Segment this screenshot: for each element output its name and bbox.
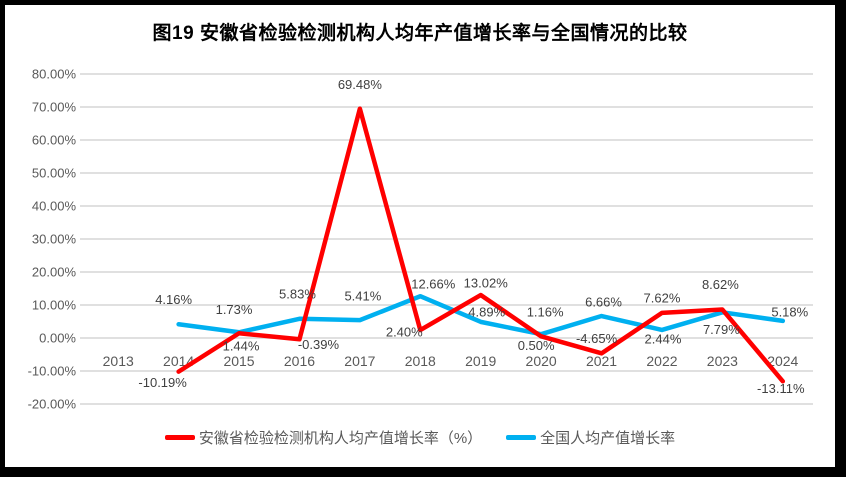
x-axis-label: 2024 — [767, 353, 798, 369]
legend-swatch-national — [506, 435, 537, 440]
y-axis-label: 80.00% — [32, 67, 77, 82]
y-axis-label: 20.00% — [32, 265, 77, 280]
y-axis-label: 30.00% — [32, 232, 77, 247]
data-label: 1.44% — [223, 339, 260, 354]
x-axis-label: 2019 — [465, 353, 496, 369]
data-label: 0.50% — [518, 338, 555, 353]
line-chart: 80.00% 70.00% 60.00% 50.00% 40.00% 30.00% 20.0… — [28, 67, 813, 412]
x-axis-label: 2021 — [586, 353, 617, 369]
y-axis-label: 0.00% — [39, 331, 76, 346]
legend-swatch-anhui — [164, 435, 195, 440]
data-label: 8.62% — [702, 277, 739, 292]
data-label: 4.89% — [468, 304, 505, 319]
series-line — [176, 293, 786, 337]
data-label: 1.73% — [216, 302, 253, 317]
legend-label-anhui: 安徽省检验检测机构人均产值增长率（%） — [198, 430, 483, 447]
data-label: -4.65% — [576, 331, 618, 346]
data-label: 2.40% — [386, 325, 423, 340]
data-label: 5.18% — [771, 304, 808, 319]
data-label: 2.44% — [645, 331, 682, 346]
data-label: 5.41% — [344, 289, 381, 304]
legend: 安徽省检验检测机构人均产值增长率（%） 全国人均产值增长率 — [5, 427, 835, 448]
x-axis-label: 2020 — [526, 353, 557, 369]
x-axis-label: 2013 — [103, 353, 134, 369]
data-label: 5.83% — [279, 286, 316, 301]
x-axis-label: 2016 — [284, 353, 315, 369]
x-axis-label: 2023 — [707, 353, 738, 369]
y-axis-label: 50.00% — [32, 166, 77, 181]
data-label: 12.66% — [411, 277, 456, 292]
data-label: 6.66% — [585, 295, 622, 310]
y-axis-label: 40.00% — [32, 199, 77, 214]
data-label: -0.39% — [298, 337, 340, 352]
data-label: 13.02% — [464, 276, 509, 291]
data-label: 4.16% — [155, 292, 192, 307]
y-axis-label: -10.00% — [28, 364, 77, 379]
y-axis-label: 10.00% — [32, 298, 77, 313]
data-label: 7.62% — [644, 290, 681, 305]
y-axis-label: 70.00% — [32, 100, 77, 115]
y-axis-label: 60.00% — [32, 133, 77, 148]
legend-item-national: 全国人均产值增长率 — [506, 427, 675, 448]
x-axis-label: 2017 — [344, 353, 375, 369]
legend-label-national: 全国人均产值增长率 — [540, 430, 676, 447]
x-axis-label: 2022 — [646, 353, 677, 369]
data-label: 1.16% — [527, 305, 564, 320]
data-label: -10.19% — [138, 375, 187, 390]
data-label: 69.48% — [338, 77, 383, 92]
x-axis-label: 2018 — [405, 353, 436, 369]
y-axis-label: -20.00% — [28, 397, 77, 412]
chart-title: 图19 安徽省检验检测机构人均年产值增长率与全国情况的比较 — [152, 23, 688, 44]
data-label: -13.11% — [757, 381, 805, 396]
series-line — [176, 106, 786, 384]
data-label: 7.79% — [703, 322, 740, 337]
x-axis-label: 2015 — [223, 353, 254, 369]
legend-item-anhui: 安徽省检验检测机构人均产值增长率（%） — [164, 427, 483, 448]
